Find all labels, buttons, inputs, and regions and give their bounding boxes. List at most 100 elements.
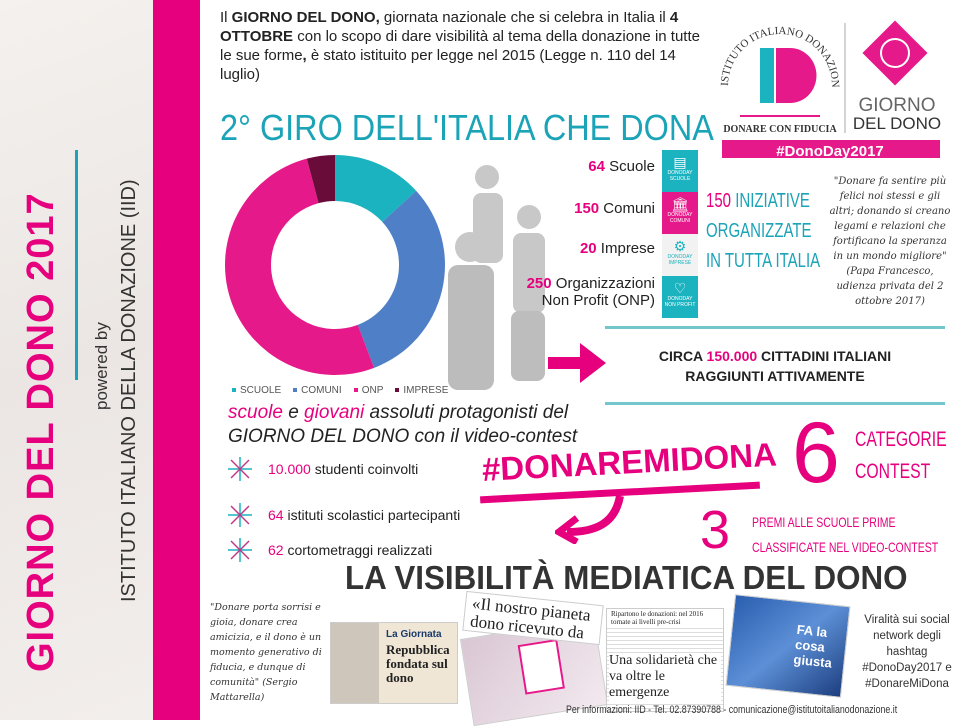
pope-quote: "Donare fa sentire più felici noi stessi… [829, 176, 951, 307]
logo-hashtag: #DonoDay2017 [776, 143, 884, 158]
divider [605, 402, 945, 405]
t: IMPRESE [668, 260, 692, 266]
tile-0: ▤ DONODAY SCUOLE [662, 150, 698, 192]
categories-label: CATEGORIE CONTEST [855, 424, 947, 488]
t: è stato istituito per legge nel 2015 (Le… [220, 47, 676, 83]
book-icon: ▤ [673, 154, 687, 170]
mattarella-quote: "Donare porta sorrisi e gioia, donare cr… [210, 602, 322, 703]
bullet-number: 64 [268, 507, 284, 523]
t: 150.000 [706, 348, 758, 364]
t: GIORNO DEL DONO, [231, 9, 380, 26]
bullet-item: 10.000 studenti coinvolti [228, 457, 418, 481]
slice-comuni [357, 190, 445, 368]
social-virality: Viralità sui social network degli hashta… [862, 614, 952, 690]
t: CATEGORIE [855, 428, 947, 451]
t: La Giornata [386, 629, 442, 640]
t: FA la cosa giusta [792, 621, 833, 671]
logo: ISTITUTO ITALIANO DONAZIONE DONARE CON F… [710, 8, 941, 158]
t: Una solidarietà che va oltre le emergenz… [609, 653, 721, 701]
tile-3: ♡ DONODAY NON PROFIT [662, 276, 698, 318]
t: assoluti protagonisti del [364, 402, 569, 423]
stat-number: 150 [574, 200, 600, 217]
stat-number: 64 [588, 158, 605, 175]
svg-text:ISTITUTO ITALIANO DONAZIONE: ISTITUTO ITALIANO DONAZIONE [710, 8, 841, 88]
stat-label: Imprese [596, 240, 655, 257]
t: COMUNI [669, 218, 691, 224]
iniziative-text: 150 INIZIATIVE ORGANIZZATE IN TUTTA ITALIA [706, 186, 820, 276]
t: 150 [706, 190, 732, 212]
bullet-item: 62 cortometraggi realizzati [228, 538, 432, 562]
bullet-number: 62 [268, 542, 284, 558]
tile-1: 🏛 DONODAY COMUNI [662, 192, 698, 234]
stat-number: 250 [526, 275, 552, 292]
logo-deldono: DEL DONO [853, 114, 941, 133]
stat-imprese: 20 Imprese [515, 240, 655, 257]
divider [605, 326, 945, 329]
t: CIRCA [658, 348, 707, 364]
legend-label: COMUNI [301, 385, 342, 396]
legend-swatch [293, 388, 298, 393]
slice-scuole [335, 155, 417, 222]
t: CITTADINI ITALIANI [757, 348, 892, 364]
t: INIZIATIVE [731, 190, 810, 212]
t: ORGANIZZATE [706, 220, 812, 242]
t: PREMI ALLE SCUOLE PRIME [752, 514, 896, 530]
arrow-right-icon [548, 343, 606, 383]
t: DONODAY [667, 254, 693, 260]
stat-non-profit: 250 Organizzazioni Non Profit (ONP) [515, 275, 655, 309]
tile-2: ⚙ DONODAY IMPRESE [662, 234, 698, 276]
prizes-count: 3 [700, 500, 731, 560]
bullet-number: 10.000 [268, 461, 311, 477]
bullet-text: istituti scolastici partecipanti [283, 507, 461, 523]
stat-label: Non Profit (ONP) [541, 292, 655, 309]
t: e [282, 402, 305, 423]
t: CONTEST [855, 460, 931, 483]
visibility-heading: LA VISIBILITÀ MEDIATICA DEL DONO [345, 559, 908, 596]
t: 4 OTTOBRE [220, 9, 679, 45]
t: giovani [304, 402, 365, 423]
legend-item: COMUNI [293, 385, 342, 396]
curved-arrow-icon [555, 495, 624, 544]
t: scuole [228, 402, 283, 423]
stat-scuole: 64 Scuole [515, 158, 655, 175]
press-clip: La Giornata Repubblica fondata sul dono [330, 622, 458, 704]
institute-name: ISTITUTO ITALIANO DELLA DONAZIONE (IID) [118, 179, 140, 602]
intro-text: Il GIORNO DEL DONO, giornata nazionale c… [220, 8, 705, 84]
pink-strip [153, 0, 200, 720]
asterisk-icon [228, 457, 252, 481]
section-heading: 2° GIRO DELL'ITALIA CHE DONA [220, 107, 714, 148]
stat-label: Organizzazioni [551, 275, 655, 292]
sidebar-title: GIORNO DEL DONO 2017 [20, 192, 62, 672]
t: CLASSIFICATE NEL VIDEO-CONTEST [752, 539, 939, 555]
stat-number: 20 [579, 240, 597, 257]
stat-label: Comuni [599, 200, 655, 217]
t: DONODAY [667, 212, 693, 218]
legend-label: IMPRESE [403, 385, 449, 396]
donut-chart [224, 155, 445, 375]
prizes-label: PREMI ALLE SCUOLE PRIME CLASSIFICATE NEL … [752, 510, 938, 560]
schools-headline: scuole e giovani assoluti protagonisti d… [228, 401, 577, 449]
t: , [302, 47, 307, 64]
asterisk-icon [228, 503, 252, 527]
legend-label: ONP [361, 385, 384, 396]
chart-legend: SCUOLE COMUNI ONP IMPRESE [232, 385, 448, 396]
bullet-text: cortometraggi realizzati [283, 542, 433, 558]
legend-swatch [353, 388, 358, 393]
legend-label: SCUOLE [240, 385, 282, 396]
citizens-reached: CIRCA 150.000 CITTADINI ITALIANI RAGGIUNT… [605, 346, 945, 386]
logo-giorno: GIORNO [858, 95, 935, 116]
building-icon: 🏛 [671, 196, 689, 212]
legend-item: IMPRESE [395, 385, 448, 396]
t: GIORNO DEL DONO con il video-contest [228, 426, 578, 447]
t: giornata nazionale che si celebra in Ita… [379, 9, 670, 26]
gears-icon: ⚙ [673, 238, 687, 254]
legend-swatch [395, 388, 400, 393]
legend-item: SCUOLE [232, 385, 281, 396]
legend-item: ONP [353, 385, 384, 396]
tv-photo: FA la cosa giusta [725, 594, 851, 698]
slice-onp [224, 158, 375, 375]
press-clip: Ripartono le donazioni: nel 2016 tornate… [606, 608, 724, 712]
asterisk-icon [228, 538, 252, 562]
t: NON PROFIT [664, 302, 696, 308]
stat-comuni: 150 Comuni [515, 200, 655, 217]
